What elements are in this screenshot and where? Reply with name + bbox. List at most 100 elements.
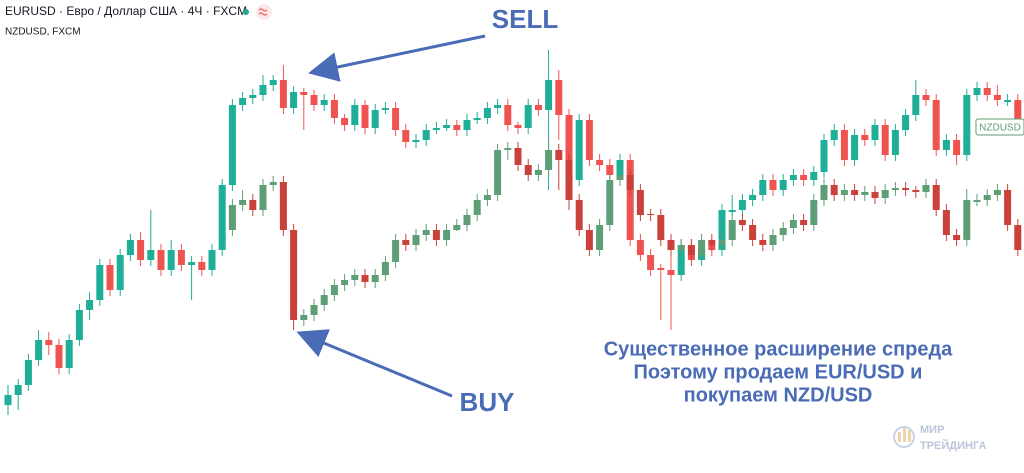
candle-body — [820, 140, 828, 172]
candle-body — [973, 88, 981, 95]
candle-body — [504, 105, 512, 125]
candle-body — [259, 85, 267, 95]
candle-body — [300, 315, 308, 320]
candle-body — [96, 265, 104, 300]
candle-body — [718, 210, 726, 250]
candle-body — [524, 165, 532, 175]
candle-body — [851, 135, 859, 160]
candle-body — [667, 270, 675, 275]
candle-body — [942, 140, 950, 150]
candle-body — [830, 130, 838, 140]
sell-label: SELL — [492, 4, 559, 34]
candle-body — [198, 262, 206, 270]
candle-body — [779, 228, 787, 235]
logo-text: ТРЕЙДИНГА — [920, 439, 987, 452]
candle-body — [65, 340, 73, 368]
candle-body — [116, 255, 124, 290]
candle-body — [514, 148, 522, 165]
candle-body — [494, 105, 502, 108]
candle-body — [677, 245, 685, 250]
candle-body — [575, 200, 583, 230]
candle-body — [800, 175, 808, 180]
candle-body — [881, 190, 889, 198]
candle-body — [718, 240, 726, 245]
candle-body — [749, 225, 757, 240]
candle-body — [759, 180, 767, 195]
candle-body — [769, 180, 777, 190]
candle-body — [606, 165, 614, 175]
candle-body — [157, 250, 165, 270]
candle-body — [647, 255, 655, 270]
candle-body — [188, 262, 196, 265]
candle-body — [351, 105, 359, 125]
candle-body — [810, 200, 818, 225]
candle-body — [626, 160, 634, 240]
candle-body — [381, 108, 389, 110]
candle-body — [545, 150, 553, 170]
candle-body — [167, 250, 175, 270]
candle-body — [953, 235, 961, 240]
candle-body — [75, 310, 83, 340]
candle-body — [392, 108, 400, 130]
sell-arrow — [308, 34, 486, 82]
candle-body — [443, 230, 451, 240]
candle-body — [432, 128, 440, 130]
candle-body — [341, 118, 349, 125]
candle-body — [412, 140, 420, 142]
candle-body — [953, 140, 961, 155]
note-line: Поэтому продаем EUR/USD и — [634, 361, 923, 383]
candle-body — [687, 245, 695, 255]
candle-body — [137, 240, 145, 260]
candle-body — [402, 130, 410, 142]
candle-body — [290, 92, 298, 108]
candle-body — [534, 170, 542, 175]
candle-body — [993, 190, 1001, 195]
candle-body — [616, 160, 624, 175]
candle-body — [463, 120, 471, 130]
candle-body — [371, 275, 379, 282]
candle-body — [239, 98, 247, 105]
candle-body — [310, 95, 318, 105]
candle-body — [259, 185, 267, 210]
candle-body — [738, 200, 746, 210]
candle-body — [422, 130, 430, 140]
candle-body — [228, 105, 236, 185]
candle-body — [279, 182, 287, 230]
candle-body — [55, 345, 63, 368]
candle-body — [24, 360, 32, 385]
price-tag — [975, 118, 1024, 136]
candle-body — [830, 185, 838, 195]
candle-body — [126, 240, 134, 255]
candle-body — [524, 105, 532, 128]
status-dot — [243, 9, 249, 15]
candle-body — [891, 188, 899, 190]
candle-body — [310, 305, 318, 315]
candle-body — [779, 180, 787, 190]
candle-body — [432, 230, 440, 240]
candle-body — [575, 120, 583, 180]
candle-body — [35, 340, 43, 360]
candle-body — [147, 250, 155, 260]
candles — [4, 50, 1022, 415]
candle-body — [300, 92, 308, 95]
candle-body — [861, 192, 869, 195]
candle-body — [789, 175, 797, 180]
logo-text: МИР — [920, 424, 944, 436]
candle-body — [239, 200, 247, 205]
candle-body — [177, 250, 185, 265]
candle-body — [585, 230, 593, 250]
candle-body — [565, 160, 573, 200]
status-icon — [256, 4, 272, 20]
candle-body — [473, 118, 481, 120]
candle-body — [922, 95, 930, 100]
candle-body — [545, 80, 553, 110]
candle-body — [585, 120, 593, 160]
candle-body — [871, 125, 879, 140]
candle-body — [769, 235, 777, 245]
candle-body — [412, 235, 420, 245]
candle-body — [728, 220, 736, 240]
candle-body — [4, 395, 12, 405]
candle-body — [626, 175, 634, 190]
candle-body — [330, 285, 338, 295]
